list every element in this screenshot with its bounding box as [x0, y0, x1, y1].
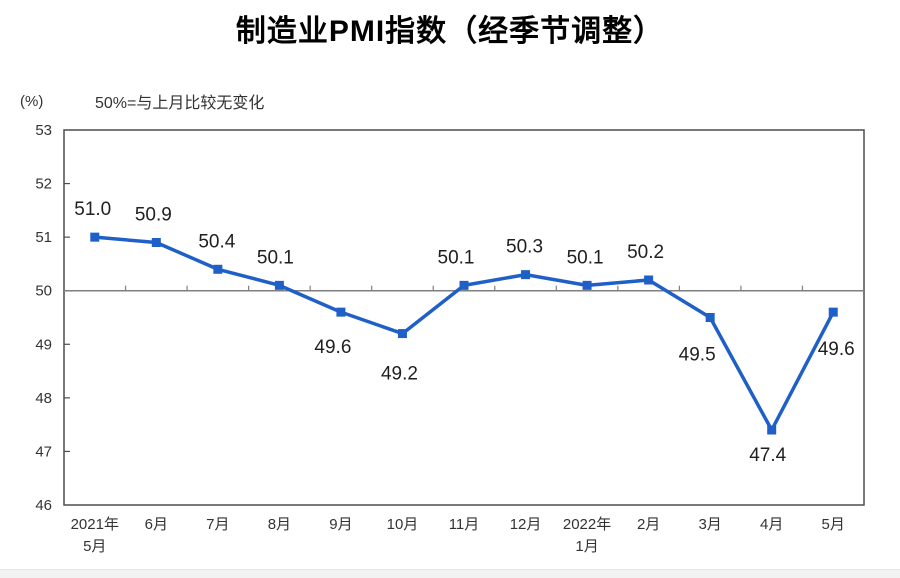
data-value-label: 50.2: [627, 242, 664, 263]
data-value-label: 50.1: [257, 247, 294, 268]
x-tick-label: 5月: [83, 538, 106, 555]
x-tick-label: 12月: [510, 516, 542, 533]
x-tick-label: 5月: [822, 516, 845, 533]
data-point-marker: [705, 313, 715, 322]
x-tick-label: 6月: [145, 516, 168, 533]
y-tick-label: 48: [35, 390, 52, 407]
chart-title: 制造业PMI指数（经季节调整）: [235, 15, 665, 48]
data-point-marker: [151, 238, 161, 247]
data-value-label: 49.5: [679, 345, 716, 366]
data-point-marker: [213, 264, 223, 274]
x-tick-label: 7月: [206, 516, 229, 533]
data-point-marker: [644, 275, 654, 285]
x-tick-label: 10月: [387, 516, 419, 533]
data-value-label: 49.6: [818, 339, 855, 360]
x-tick-label: 11月: [449, 516, 480, 533]
x-tick-label: 8月: [268, 516, 291, 533]
x-tick-label: 4月: [760, 516, 783, 533]
data-point-marker: [90, 232, 100, 242]
data-point-marker: [397, 329, 407, 339]
data-value-label: 49.2: [381, 364, 418, 385]
y-tick-label: 47: [35, 443, 52, 460]
y-tick-label: 52: [35, 176, 52, 193]
data-point-marker: [274, 280, 284, 290]
data-point-marker: [459, 280, 469, 290]
y-tick-label: 49: [35, 336, 52, 353]
y-tick-label: 53: [35, 122, 52, 139]
reference-line-note: 50%=与上月比较无变化: [95, 95, 265, 112]
data-value-label: 50.4: [198, 231, 235, 252]
y-tick-label: 51: [35, 229, 52, 246]
x-tick-label: 2022年: [563, 516, 611, 533]
x-tick-label: 9月: [329, 516, 352, 533]
data-value-label: 49.6: [314, 337, 351, 358]
data-value-label: 50.9: [135, 205, 172, 226]
data-value-label: 50.1: [438, 247, 475, 268]
data-point-marker: [767, 425, 777, 435]
y-tick-label: 46: [35, 497, 52, 514]
x-tick-label: 2021年: [71, 516, 119, 533]
data-point-marker: [582, 280, 592, 290]
data-point-marker: [521, 270, 531, 280]
page-bottom-strip: [0, 569, 900, 578]
data-value-label: 50.3: [506, 237, 543, 258]
x-tick-label: 3月: [698, 516, 721, 533]
y-axis-unit-label: (%): [20, 93, 44, 110]
data-point-marker: [828, 307, 838, 317]
y-tick-label: 50: [35, 283, 52, 300]
data-value-label: 47.4: [749, 445, 786, 466]
data-value-label: 50.1: [567, 247, 604, 268]
x-tick-label: 2月: [637, 516, 660, 533]
data-point-marker: [336, 307, 346, 317]
data-value-label: 51.0: [74, 199, 111, 220]
plot-border: [63, 129, 865, 506]
x-tick-label: 1月: [575, 538, 598, 555]
